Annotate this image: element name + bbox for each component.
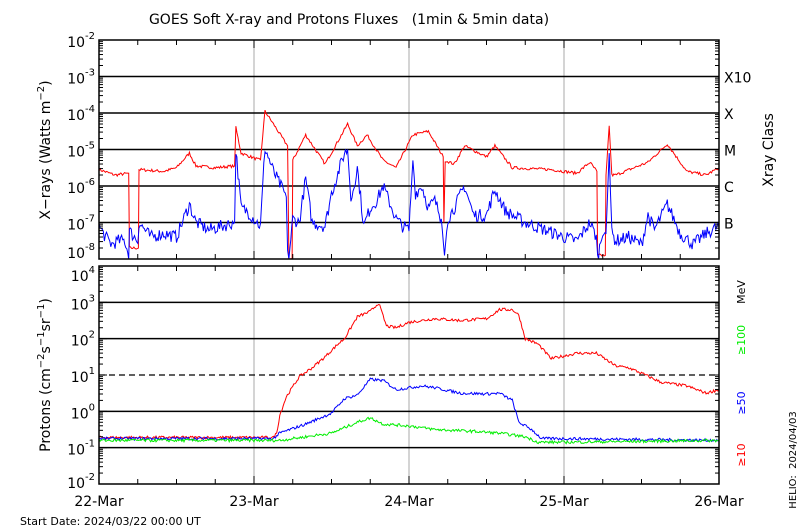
y-tick-label: 10-2 <box>67 31 95 51</box>
y-tick-label: 10-3 <box>67 68 95 88</box>
xray-class-labels: X10 X M C B <box>724 71 751 233</box>
y-tick-label: 10-4 <box>67 104 95 124</box>
x-tick-label: 25-Mar <box>539 494 589 510</box>
xray-class-label: M <box>724 144 736 160</box>
xray-class-label: X <box>724 107 734 123</box>
series-line-proton-2 <box>98 416 720 445</box>
xray-class-label: C <box>724 180 734 196</box>
series-line-xray-0 <box>98 109 720 260</box>
mev-label: MeV <box>735 280 748 304</box>
series-line-proton-1 <box>98 377 720 443</box>
x-tick-labels: 22-Mar 23-Mar 24-Mar 25-Mar 26-Mar <box>74 494 744 510</box>
y-tick-label: 10-2 <box>67 472 95 492</box>
x-tick-label: 26-Mar <box>694 494 744 510</box>
axes: 10-8 10-7 10-6 10-5 10-4 10-3 10-2 10-2 10-1 100 1… <box>67 31 720 492</box>
y-tick-label: 103 <box>71 293 95 313</box>
x-tick-label: 22-Mar <box>74 494 124 510</box>
xray-class-axis-title: Xray Class <box>761 113 777 187</box>
y-tick-label: 10-6 <box>67 177 95 197</box>
legend-100mev: ≥100 <box>735 325 748 355</box>
xray-class-label: X10 <box>724 71 751 87</box>
y-tick-label: 104 <box>71 265 95 285</box>
y-tick-label: 10-1 <box>67 439 95 459</box>
series-line-xray-1 <box>98 149 720 260</box>
xray-class-label: B <box>724 217 734 233</box>
xray-gridlines <box>99 40 719 259</box>
x-tick-label: 23-Mar <box>229 494 279 510</box>
y-tick-label: 10-5 <box>67 141 95 161</box>
y-tick-label: 10-8 <box>67 242 95 262</box>
legend-10mev: ≥10 <box>735 443 748 466</box>
y-tick-label: 101 <box>71 366 95 386</box>
chart-title: GOES Soft X-ray and Protons Fluxes (1min… <box>149 12 549 28</box>
start-date: Start Date: 2024/03/22 00:00 UT <box>20 515 201 528</box>
proton-y-axis-title: Protons (cm−2s−1sr−1) <box>36 298 54 452</box>
legend-50mev: ≥50 <box>735 391 748 414</box>
proton-gridlines <box>99 266 719 484</box>
helio-date: HELIO: 2024/04/03 <box>788 411 799 508</box>
y-tick-label: 102 <box>71 330 95 350</box>
data-series <box>98 109 720 445</box>
y-tick-label: 10-7 <box>67 214 95 234</box>
xray-y-axis-title: X−rays (Watts m−2) <box>36 80 54 219</box>
y-tick-label: 100 <box>71 402 95 422</box>
x-tick-label: 24-Mar <box>384 494 434 510</box>
